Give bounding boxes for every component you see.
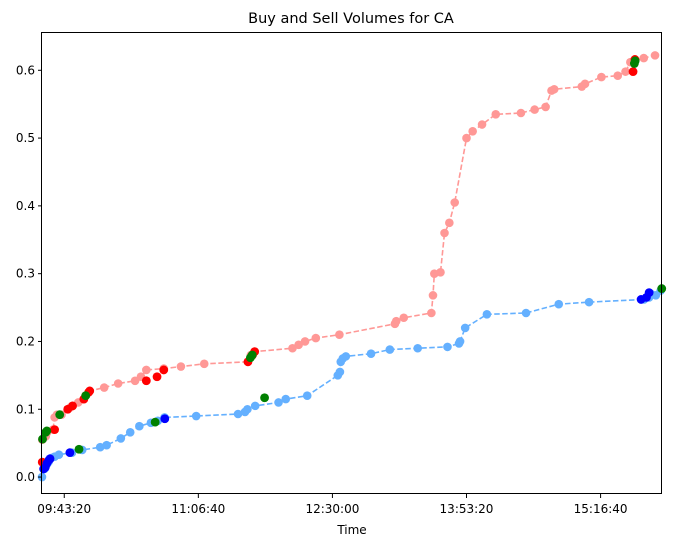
highlight-point (141, 376, 151, 386)
series-1-point (113, 379, 123, 388)
series-1-point (445, 218, 454, 228)
series-1-point (516, 108, 526, 118)
highlight-point (50, 425, 59, 434)
series-1-point (650, 51, 660, 60)
y-tick-label: 0.4 (16, 199, 35, 213)
series-1-point (549, 84, 559, 94)
series-1-point (436, 268, 445, 277)
series-2-point (243, 404, 252, 414)
series-2-point (554, 299, 564, 309)
series-1-point (142, 365, 151, 375)
highlight-point (81, 391, 91, 401)
series-2-point (135, 421, 144, 431)
x-tick-label: 11:06:40 (171, 502, 225, 516)
highlight-point (644, 288, 654, 298)
x-tick-label: 09:43:20 (37, 502, 91, 516)
series-2-point (366, 349, 376, 358)
series-1-point (639, 53, 649, 63)
series-2-point (455, 337, 465, 346)
series-1-point (99, 383, 109, 392)
series-2-point (413, 343, 423, 353)
highlight-layer (37, 55, 667, 474)
series-2-point (125, 428, 135, 437)
chart-title: Buy and Sell Volumes for CA (248, 11, 454, 27)
series-2-point (521, 308, 531, 318)
y-tick-label: 0.0 (16, 470, 35, 484)
series-1-point (580, 79, 590, 89)
highlight-point (152, 372, 162, 382)
series-2-point (482, 310, 492, 319)
highlight-point (45, 454, 55, 464)
series-1-point (530, 105, 539, 114)
series-layer (37, 51, 665, 482)
series-1-point (468, 127, 477, 136)
series-1-point (450, 198, 460, 207)
series-1-point (300, 337, 310, 346)
series-2-point (460, 323, 470, 333)
highlight-point (38, 434, 47, 444)
series-2-point (385, 345, 395, 354)
x-axis-title: Time (336, 523, 366, 537)
series-1-point (391, 316, 401, 326)
series-2-point (191, 411, 201, 421)
highlight-point (55, 410, 65, 420)
highlight-point (42, 426, 52, 436)
series-2-point (116, 434, 126, 443)
series-1-point (621, 67, 630, 76)
series-1-point (477, 120, 487, 129)
series-2-point (54, 450, 64, 459)
series-1-point (335, 330, 344, 339)
highlight-point (247, 350, 257, 360)
highlight-point (68, 401, 77, 411)
series-1-point (491, 110, 501, 119)
series-1-point (176, 362, 186, 371)
series-1-point (399, 313, 409, 323)
y-tick-label: 0.5 (16, 131, 35, 145)
x-tick-label: 13:53:20 (440, 502, 494, 516)
series-1-point (311, 333, 321, 343)
y-tick-label: 0.1 (16, 402, 35, 416)
series-1-point (427, 308, 436, 318)
series-2-point (274, 398, 283, 407)
series-2-point (102, 440, 111, 450)
highlight-point (74, 444, 84, 454)
plot-frame (41, 32, 662, 494)
highlight-point (630, 56, 640, 66)
highlight-point (65, 448, 75, 458)
series-2-point (233, 409, 243, 419)
series-2-point (443, 342, 452, 352)
series-1-point (541, 102, 550, 112)
series-1-point (597, 72, 606, 82)
series-2-point (250, 401, 260, 411)
series-1-point (428, 291, 438, 300)
series-2-point (302, 391, 312, 401)
highlight-point (160, 414, 170, 424)
series-2-point (584, 297, 594, 307)
series-2-point (341, 352, 351, 361)
highlight-point (260, 393, 269, 403)
series-2-point (335, 367, 345, 377)
highlight-point (628, 67, 638, 77)
x-tick-label: 12:30:00 (305, 502, 359, 516)
series-1-point (294, 340, 303, 350)
x-tick-label: 15:16:40 (574, 502, 628, 516)
y-tick-label: 0.3 (16, 267, 35, 281)
highlight-point (159, 365, 169, 375)
y-tick-label: 0.2 (16, 334, 35, 348)
series-2-point (281, 394, 291, 404)
series-1-point (613, 71, 623, 81)
series-1-point (199, 359, 209, 369)
highlight-point (150, 417, 160, 427)
y-axis: 0.0 0.1 0.2 0.3 0.4 0.5 0.6 (16, 63, 42, 484)
series-1-point (440, 228, 449, 238)
y-tick-label: 0.6 (16, 63, 35, 77)
x-axis: 09:43:20 11:06:40 12:30:00 13:53:20 15:16:40 (37, 494, 628, 516)
series-1-point (462, 133, 471, 143)
